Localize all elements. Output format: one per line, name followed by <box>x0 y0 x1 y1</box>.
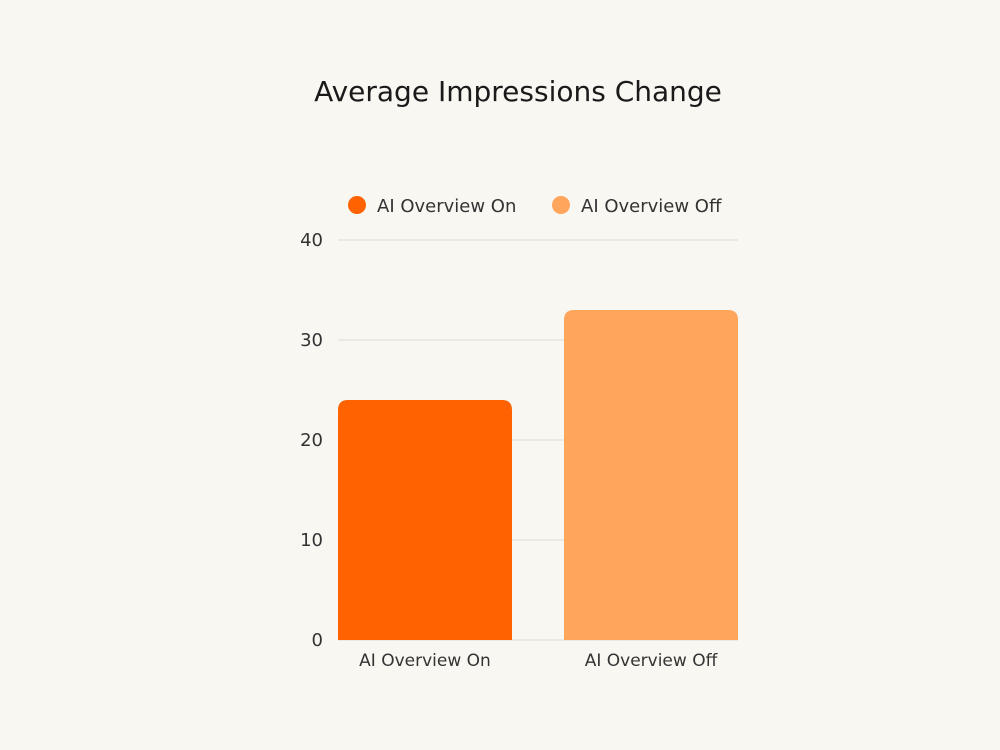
y-tick-label: 0 <box>312 630 323 651</box>
bar-ai-overview-off <box>564 310 738 640</box>
y-tick-label: 20 <box>300 430 323 451</box>
x-axis: AI Overview On AI Overview Off <box>359 651 718 671</box>
x-category-label: AI Overview Off <box>585 651 719 671</box>
legend-marker-on <box>348 196 366 214</box>
bar-ai-overview-on <box>338 400 512 640</box>
chart-title: Average Impressions Change <box>314 75 722 108</box>
x-category-label: AI Overview On <box>359 651 491 671</box>
y-axis: 0 10 20 30 40 <box>300 230 323 651</box>
bars <box>338 310 738 640</box>
legend-label-off: AI Overview Off <box>581 196 722 217</box>
legend-label-on: AI Overview On <box>377 196 516 217</box>
legend: AI Overview On AI Overview Off <box>348 196 722 217</box>
y-tick-label: 40 <box>300 230 323 251</box>
y-tick-label: 30 <box>300 330 323 351</box>
y-tick-label: 10 <box>300 530 323 551</box>
legend-marker-off <box>552 196 570 214</box>
